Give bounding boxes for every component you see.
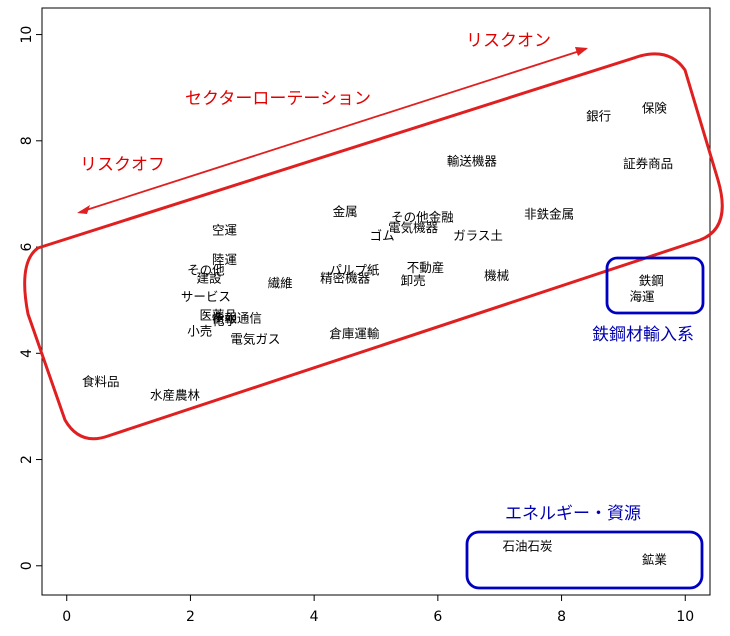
point-label: 金属 bbox=[333, 204, 358, 219]
y-tick-label: 4 bbox=[19, 349, 35, 358]
point-label: 鉄鋼 bbox=[639, 273, 664, 288]
annotations: リスクオン セクターローテーション リスクオフ 鉄鋼材輸入系 エネルギー・資源 bbox=[23, 31, 724, 590]
x-tick-label: 0 bbox=[62, 609, 71, 625]
point-label: 空運 bbox=[212, 223, 238, 238]
annotation-energy-resources: エネルギー・資源 bbox=[505, 504, 641, 524]
y-tick-label: 2 bbox=[19, 455, 35, 464]
point-label: 卸売 bbox=[401, 273, 426, 288]
point-label: 鉱業 bbox=[642, 552, 668, 567]
point-label: 小売 bbox=[187, 324, 212, 339]
y-tick-label: 0 bbox=[19, 561, 35, 570]
point-label: パルプ紙 bbox=[329, 262, 380, 277]
point-label: 繊維 bbox=[268, 276, 293, 291]
plot-frame bbox=[41, 7, 711, 596]
x-tick-label: 8 bbox=[557, 609, 566, 625]
point-label: 電気機器 bbox=[388, 220, 439, 235]
point-label: 精密機器 bbox=[320, 270, 371, 285]
point-label: 保険 bbox=[642, 100, 668, 115]
y-axis: 0 2 4 6 8 10 bbox=[19, 26, 42, 570]
y-tick-label: 8 bbox=[19, 136, 35, 145]
rotation-arrow-head-left bbox=[77, 205, 90, 214]
x-tick-label: 4 bbox=[310, 609, 319, 625]
point-label: 情報通信 bbox=[212, 310, 262, 325]
point-label: 非鉄金属 bbox=[524, 207, 574, 222]
point-label: 輸送機器 bbox=[447, 154, 498, 169]
point-label: 海運 bbox=[629, 289, 655, 304]
energy-resources-group-box bbox=[465, 530, 704, 590]
point-label: 陸運 bbox=[212, 252, 238, 267]
point-label: 倉庫運輸 bbox=[329, 326, 380, 341]
point-label: 水産農林 bbox=[150, 387, 201, 402]
point-label: その他 bbox=[187, 262, 225, 277]
point-label: 不動産 bbox=[407, 260, 445, 275]
point-label: 電気ガス bbox=[230, 332, 280, 347]
steel-import-group-box bbox=[605, 256, 705, 315]
x-tick-label: 2 bbox=[186, 609, 195, 625]
y-tick-label: 10 bbox=[19, 26, 35, 44]
x-tick-label: 6 bbox=[433, 609, 442, 625]
annotation-risk-on: リスクオン bbox=[466, 31, 551, 51]
point-label: 医薬品 bbox=[200, 308, 238, 323]
point-label: 食料品 bbox=[82, 374, 120, 389]
x-axis: 0 2 4 6 8 10 bbox=[62, 595, 694, 625]
axes bbox=[41, 7, 711, 596]
rotation-arrow bbox=[79, 48, 587, 213]
point-label: 銀行 bbox=[586, 108, 611, 123]
point-label: ゴム bbox=[370, 228, 395, 243]
point-label: 建設 bbox=[196, 270, 222, 285]
risk-on-zone-outline bbox=[23, 52, 724, 441]
point-label: ガラス土 bbox=[453, 228, 503, 243]
point-label: 機械 bbox=[484, 268, 510, 283]
annotation-risk-off: リスクオフ bbox=[80, 155, 165, 175]
x-tick-label: 10 bbox=[676, 609, 694, 625]
point-label: その他金融 bbox=[391, 209, 454, 224]
point-label: 化学 bbox=[212, 313, 237, 328]
annotation-steel-import: 鉄鋼材輸入系 bbox=[592, 325, 694, 345]
annotation-sector-rotation: セクターローテーション bbox=[185, 89, 371, 109]
point-label: 石油石炭 bbox=[503, 539, 553, 554]
point-label: サービス bbox=[181, 289, 231, 304]
y-tick-label: 6 bbox=[19, 243, 35, 252]
rotation-arrow-head-right bbox=[575, 47, 588, 56]
point-label: 証券商品 bbox=[623, 156, 673, 171]
